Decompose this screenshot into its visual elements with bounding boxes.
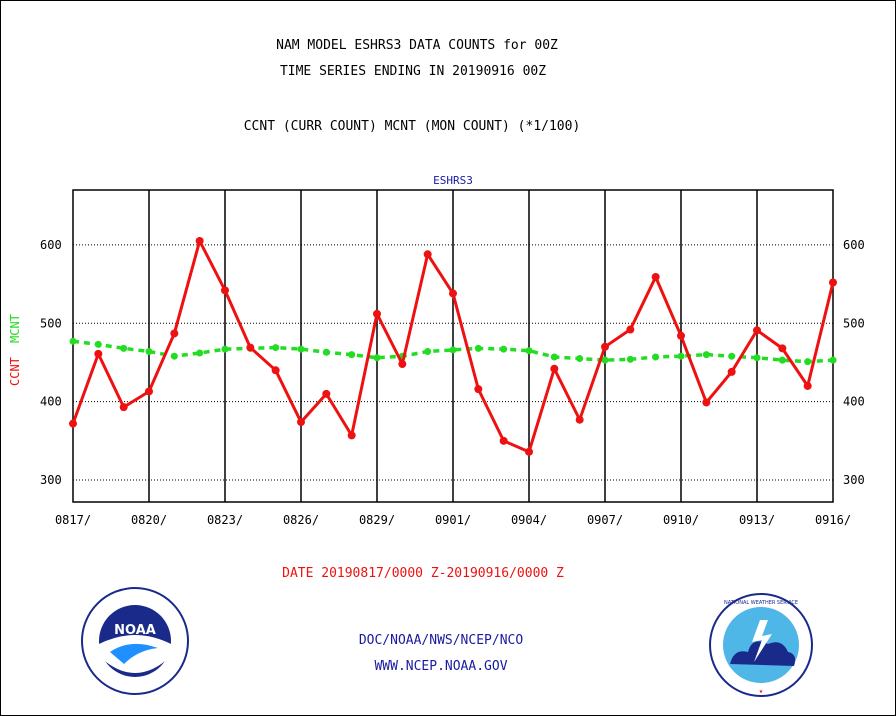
series-point-ccnt <box>398 360 407 369</box>
svg-text:NOAA: NOAA <box>114 623 156 638</box>
x-tick-label: 0823/ <box>207 513 243 527</box>
noaa-logo-icon: NOAA <box>81 587 189 695</box>
series-point-ccnt <box>778 344 787 353</box>
series-point-ccnt <box>145 387 153 396</box>
series-point-mcnt <box>601 356 609 364</box>
series-point-ccnt <box>803 381 812 390</box>
series-point-mcnt <box>500 345 508 353</box>
nws-logo-icon: ★ NATIONAL WEATHER SERVICE <box>709 593 813 697</box>
plot-title: ESHRS3 <box>433 174 473 187</box>
y-tick-label-right: 300 <box>843 473 865 487</box>
series-point-ccnt <box>119 403 128 412</box>
svg-text:★: ★ <box>759 689 764 695</box>
series-point-ccnt <box>525 447 533 456</box>
chart-title-line2: TIME SERIES ENDING IN 20190916 00Z <box>279 64 547 79</box>
series-point-mcnt <box>69 337 77 345</box>
series-point-ccnt <box>550 364 559 373</box>
series-point-mcnt <box>778 356 786 364</box>
series-point-ccnt <box>499 436 508 445</box>
series-point-ccnt <box>322 389 331 398</box>
series-point-mcnt <box>753 354 761 362</box>
y-tick-label-left: 500 <box>40 316 62 330</box>
series-point-ccnt <box>727 367 736 376</box>
series-point-ccnt <box>651 273 660 282</box>
x-tick-label: 0913/ <box>739 513 775 527</box>
x-tick-label: 0907/ <box>587 513 623 527</box>
series-point-ccnt <box>347 431 356 440</box>
series-point-mcnt <box>677 352 685 360</box>
svg-text:NATIONAL WEATHER SERVICE: NATIONAL WEATHER SERVICE <box>724 600 798 606</box>
series-point-ccnt <box>423 250 432 259</box>
series-point-mcnt <box>170 352 178 360</box>
series-point-mcnt <box>196 349 204 357</box>
x-tick-label: 0829/ <box>359 513 395 527</box>
series-point-ccnt <box>373 309 381 318</box>
series-point-ccnt <box>195 236 204 245</box>
y-tick-label-left: 400 <box>40 395 62 409</box>
series-point-ccnt <box>753 326 761 335</box>
series-point-mcnt <box>272 344 280 352</box>
chart-subtitle: CCNT (CURR COUNT) MCNT (MON COUNT) (*1/1… <box>243 119 581 134</box>
series-point-ccnt <box>297 418 305 427</box>
series-point-ccnt <box>601 342 609 351</box>
y-tick-label-right: 400 <box>843 395 865 409</box>
series-point-ccnt <box>829 278 837 287</box>
x-tick-label: 0817/ <box>55 513 91 527</box>
y-tick-label-right: 600 <box>843 238 865 252</box>
series-point-ccnt <box>271 366 280 375</box>
series-point-mcnt <box>728 352 736 360</box>
series-point-ccnt <box>69 419 77 428</box>
series-point-mcnt <box>525 347 533 355</box>
series-point-mcnt <box>449 346 457 354</box>
series-point-ccnt <box>94 349 103 358</box>
series-point-mcnt <box>702 351 710 359</box>
series-point-ccnt <box>221 286 229 295</box>
x-tick-label: 0820/ <box>131 513 167 527</box>
series-point-mcnt <box>348 351 356 359</box>
series-point-mcnt <box>120 344 128 352</box>
series-point-mcnt <box>424 347 432 355</box>
website-label: WWW.NCEP.NOAA.GOV <box>374 659 508 674</box>
series-point-mcnt <box>829 356 837 364</box>
x-tick-label: 0901/ <box>435 513 471 527</box>
series-point-ccnt <box>677 331 685 340</box>
series-point-mcnt <box>322 348 330 356</box>
y-axis-label-ccnt: CCNT <box>8 357 22 386</box>
x-tick-label: 0916/ <box>815 513 851 527</box>
series-point-ccnt <box>246 343 255 352</box>
series-point-mcnt <box>94 340 102 348</box>
series-point-mcnt <box>221 345 229 353</box>
series-point-ccnt <box>626 325 635 334</box>
series-point-ccnt <box>575 415 584 424</box>
y-tick-label-right: 500 <box>843 316 865 330</box>
series-point-mcnt <box>576 355 584 363</box>
series-point-mcnt <box>474 344 482 352</box>
series-point-mcnt <box>652 353 660 361</box>
series-point-mcnt <box>373 354 381 362</box>
series-point-ccnt <box>702 398 711 407</box>
y-tick-label-left: 600 <box>40 238 62 252</box>
organization-label: DOC/NOAA/NWS/NCEP/NCO <box>358 633 524 648</box>
series-point-ccnt <box>474 385 483 394</box>
y-tick-label-left: 300 <box>40 473 62 487</box>
date-range-label: DATE 20190817/0000 Z-20190916/0000 Z <box>282 566 564 581</box>
series-point-mcnt <box>626 355 634 363</box>
x-tick-label: 0826/ <box>283 513 319 527</box>
x-tick-label: 0904/ <box>511 513 547 527</box>
x-tick-label: 0910/ <box>663 513 699 527</box>
series-point-mcnt <box>145 347 153 355</box>
series-point-ccnt <box>170 329 179 338</box>
chart-title-line1: NAM MODEL ESHRS3 DATA COUNTS for 00Z <box>276 38 558 53</box>
series-point-mcnt <box>804 358 812 366</box>
series-point-ccnt <box>449 289 457 298</box>
series-point-mcnt <box>297 345 305 353</box>
series-point-mcnt <box>550 353 558 361</box>
y-axis-label-mcnt: MCNT <box>8 314 22 343</box>
